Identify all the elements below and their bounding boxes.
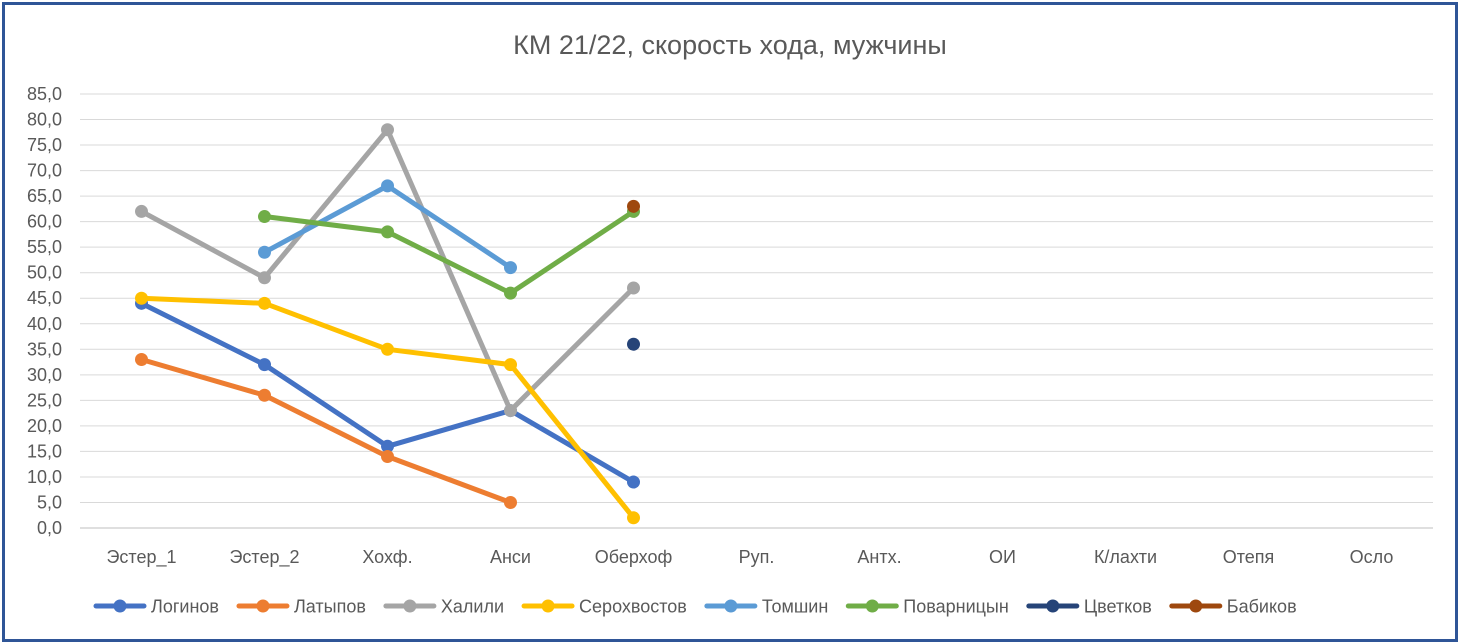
x-tick-label: Эстер_2 — [229, 547, 299, 568]
legend-label: Логинов — [151, 597, 219, 617]
x-tick-label: ОИ — [989, 547, 1016, 567]
x-tick-label: Осло — [1350, 547, 1394, 567]
y-tick-label: 10,0 — [27, 467, 62, 487]
data-point — [258, 245, 271, 259]
data-point — [381, 439, 394, 453]
legend-item: Бабиков — [1169, 597, 1297, 617]
legend-marker — [865, 599, 879, 613]
legend-item: Логинов — [93, 597, 219, 617]
series-4 — [135, 291, 640, 525]
legend-marker — [1046, 599, 1060, 613]
data-point — [258, 296, 271, 310]
data-point — [258, 271, 271, 285]
series-8 — [627, 199, 640, 213]
data-point — [135, 204, 148, 218]
series-lines — [135, 123, 640, 525]
x-tick-label: Антх. — [857, 547, 901, 567]
data-point — [381, 342, 394, 356]
data-point — [135, 291, 148, 305]
legend-label: Латыпов — [294, 597, 366, 617]
legend-marker — [1189, 599, 1203, 613]
x-axis-ticks: Эстер_1 Эстер_2 Хохф. Анси Оберхоф Руп. Антх. О… — [106, 547, 1393, 568]
data-point — [258, 210, 271, 224]
legend-marker — [724, 599, 738, 613]
x-tick-label: Анси — [490, 547, 531, 567]
legend-item: Томшин — [704, 597, 828, 617]
y-tick-label: 20,0 — [27, 416, 62, 436]
series-line — [139, 127, 636, 414]
x-tick-label: К/лахти — [1094, 547, 1157, 567]
series-2 — [135, 353, 517, 509]
gridlines — [80, 93, 1433, 529]
data-point — [504, 261, 517, 275]
series-7 — [627, 337, 640, 351]
x-tick-label: Отепя — [1223, 547, 1275, 567]
y-tick-label: 65,0 — [27, 186, 62, 206]
data-point — [504, 286, 517, 300]
legend-item: Цветков — [1026, 597, 1152, 617]
data-point — [504, 495, 517, 509]
legend-label: Цветков — [1084, 597, 1152, 617]
y-tick-label: 25,0 — [27, 390, 62, 410]
y-tick-label: 55,0 — [27, 237, 62, 257]
data-point — [627, 511, 640, 525]
legend-item: Латыпов — [236, 597, 366, 617]
y-tick-label: 60,0 — [27, 212, 62, 232]
data-point — [627, 199, 640, 213]
y-tick-label: 5,0 — [37, 492, 62, 512]
y-tick-label: 80,0 — [27, 110, 62, 130]
data-point — [381, 450, 394, 464]
x-tick-label: Хохф. — [362, 547, 412, 567]
data-point — [381, 225, 394, 239]
legend: Логинов Латыпов Халили Серохвостов Томшин Пов… — [93, 597, 1297, 617]
y-tick-label: 85,0 — [27, 84, 62, 104]
y-tick-label: 30,0 — [27, 365, 62, 385]
legend-label: Поварницын — [903, 597, 1009, 617]
y-tick-label: 15,0 — [27, 441, 62, 461]
legend-label: Томшин — [762, 597, 828, 617]
series-line — [262, 208, 636, 296]
legend-marker — [541, 599, 555, 613]
legend-label: Халили — [441, 597, 504, 617]
x-tick-label: Эстер_1 — [106, 547, 176, 568]
data-point — [135, 353, 148, 367]
series-line — [139, 357, 513, 505]
legend-label: Серохвостов — [579, 597, 687, 617]
chart-title: КМ 21/22, скорость хода, мужчины — [513, 30, 947, 60]
legend-marker — [403, 599, 417, 613]
legend-label: Бабиков — [1227, 597, 1297, 617]
y-tick-label: 35,0 — [27, 339, 62, 359]
y-tick-label: 50,0 — [27, 263, 62, 283]
y-tick-label: 0,0 — [37, 518, 62, 538]
series-3 — [135, 123, 640, 418]
y-axis-ticks: 0,0 5,0 10,0 15,0 20,0 25,0 30,0 35,0 40,0 45,0 50… — [27, 84, 62, 538]
data-point — [504, 404, 517, 418]
series-line — [139, 295, 636, 521]
y-tick-label: 70,0 — [27, 161, 62, 181]
data-point — [627, 475, 640, 489]
data-point — [258, 358, 271, 372]
data-point — [627, 337, 640, 351]
y-tick-label: 75,0 — [27, 135, 62, 155]
data-point — [627, 281, 640, 295]
data-point — [381, 179, 394, 193]
y-tick-label: 40,0 — [27, 314, 62, 334]
x-tick-label: Оберхоф — [595, 547, 673, 567]
series-5 — [258, 179, 517, 275]
data-point — [381, 123, 394, 137]
legend-item: Серохвостов — [521, 597, 687, 617]
legend-marker — [256, 599, 270, 613]
legend-item: Поварницын — [845, 597, 1009, 617]
data-point — [258, 388, 271, 402]
data-point — [504, 358, 517, 372]
legend-item: Халили — [383, 597, 504, 617]
legend-marker — [113, 599, 127, 613]
x-tick-label: Руп. — [739, 547, 775, 567]
y-tick-label: 45,0 — [27, 288, 62, 308]
